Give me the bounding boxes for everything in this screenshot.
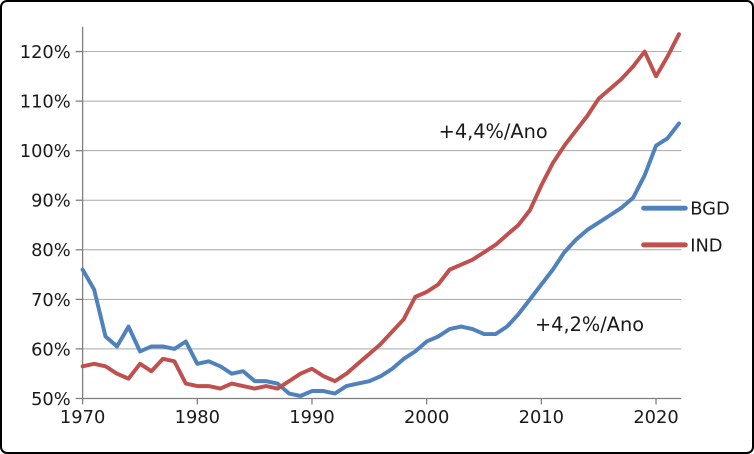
x-axis-label: 1980: [175, 407, 220, 428]
y-axis-label: 110%: [20, 92, 71, 113]
x-axis-label: 1990: [289, 407, 334, 428]
x-axis-label: 2020: [633, 407, 678, 428]
series-line-ind: [80, 32, 681, 391]
y-axis-label: 120%: [20, 42, 71, 63]
series-line-bgd: [80, 121, 681, 398]
growth-rate-annotation-2: +4,2%/Ano: [535, 313, 644, 336]
y-axis-label: 80%: [31, 240, 71, 261]
x-axis-label: 2010: [519, 407, 564, 428]
y-axis-label: 50%: [31, 389, 71, 410]
y-axis-label: 90%: [31, 191, 71, 212]
legend-label-bgd: BGD: [690, 199, 729, 220]
legend-label-ind: IND: [690, 235, 722, 256]
y-axis-label: 60%: [31, 339, 71, 360]
x-axis-label: 2000: [404, 407, 449, 428]
y-axis-label: 100%: [20, 141, 71, 162]
x-axis-label: 1970: [60, 407, 105, 428]
growth-rate-annotation-1: +4,4%/Ano: [439, 120, 548, 143]
y-axis-label: 70%: [31, 290, 71, 311]
